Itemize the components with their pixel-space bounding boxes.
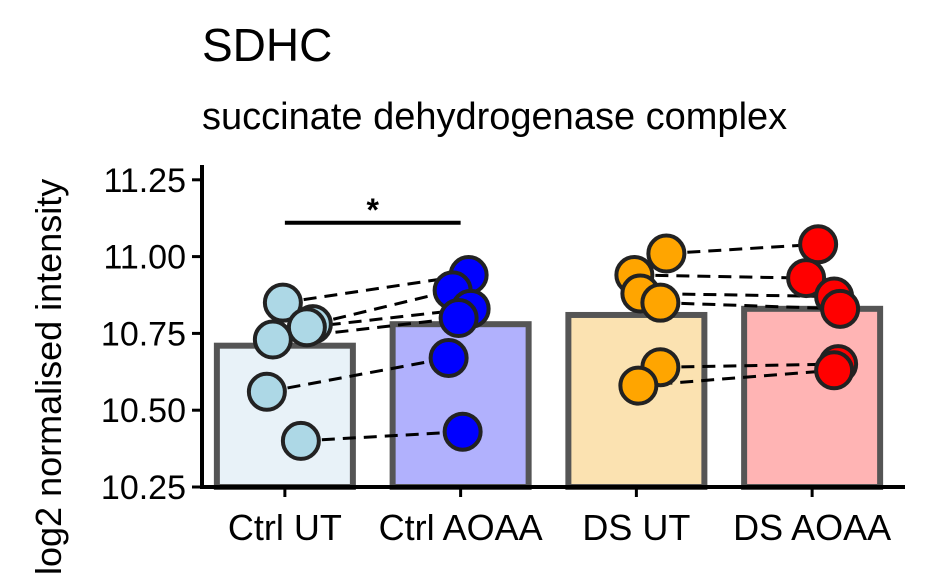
pair-line	[666, 244, 818, 253]
data-point	[620, 368, 656, 404]
data-point	[431, 340, 467, 376]
y-tick-label: 11.00	[103, 239, 186, 277]
data-point	[289, 309, 325, 345]
data-point	[800, 226, 836, 262]
bar	[744, 309, 880, 487]
x-tick-label: Ctrl AOAA	[379, 507, 543, 548]
pair-line	[634, 275, 806, 278]
bar	[217, 346, 353, 487]
y-tick-label: 10.50	[101, 392, 186, 430]
x-tick-label: DS AOAA	[733, 507, 891, 548]
data-point	[283, 423, 319, 459]
data-point	[822, 291, 858, 327]
data-point	[648, 236, 684, 272]
y-tick-label: 10.25	[101, 469, 186, 507]
significance-label: *	[367, 192, 380, 228]
data-point	[255, 322, 291, 358]
data-point	[816, 352, 852, 388]
x-tick-label: DS UT	[582, 507, 690, 548]
data-point	[445, 414, 481, 450]
y-tick-label: 10.75	[101, 315, 186, 353]
data-point	[642, 285, 678, 321]
data-point	[441, 300, 477, 336]
y-tick-label: 11.25	[103, 162, 186, 200]
data-point	[249, 374, 285, 410]
x-tick-label: Ctrl UT	[228, 507, 342, 548]
